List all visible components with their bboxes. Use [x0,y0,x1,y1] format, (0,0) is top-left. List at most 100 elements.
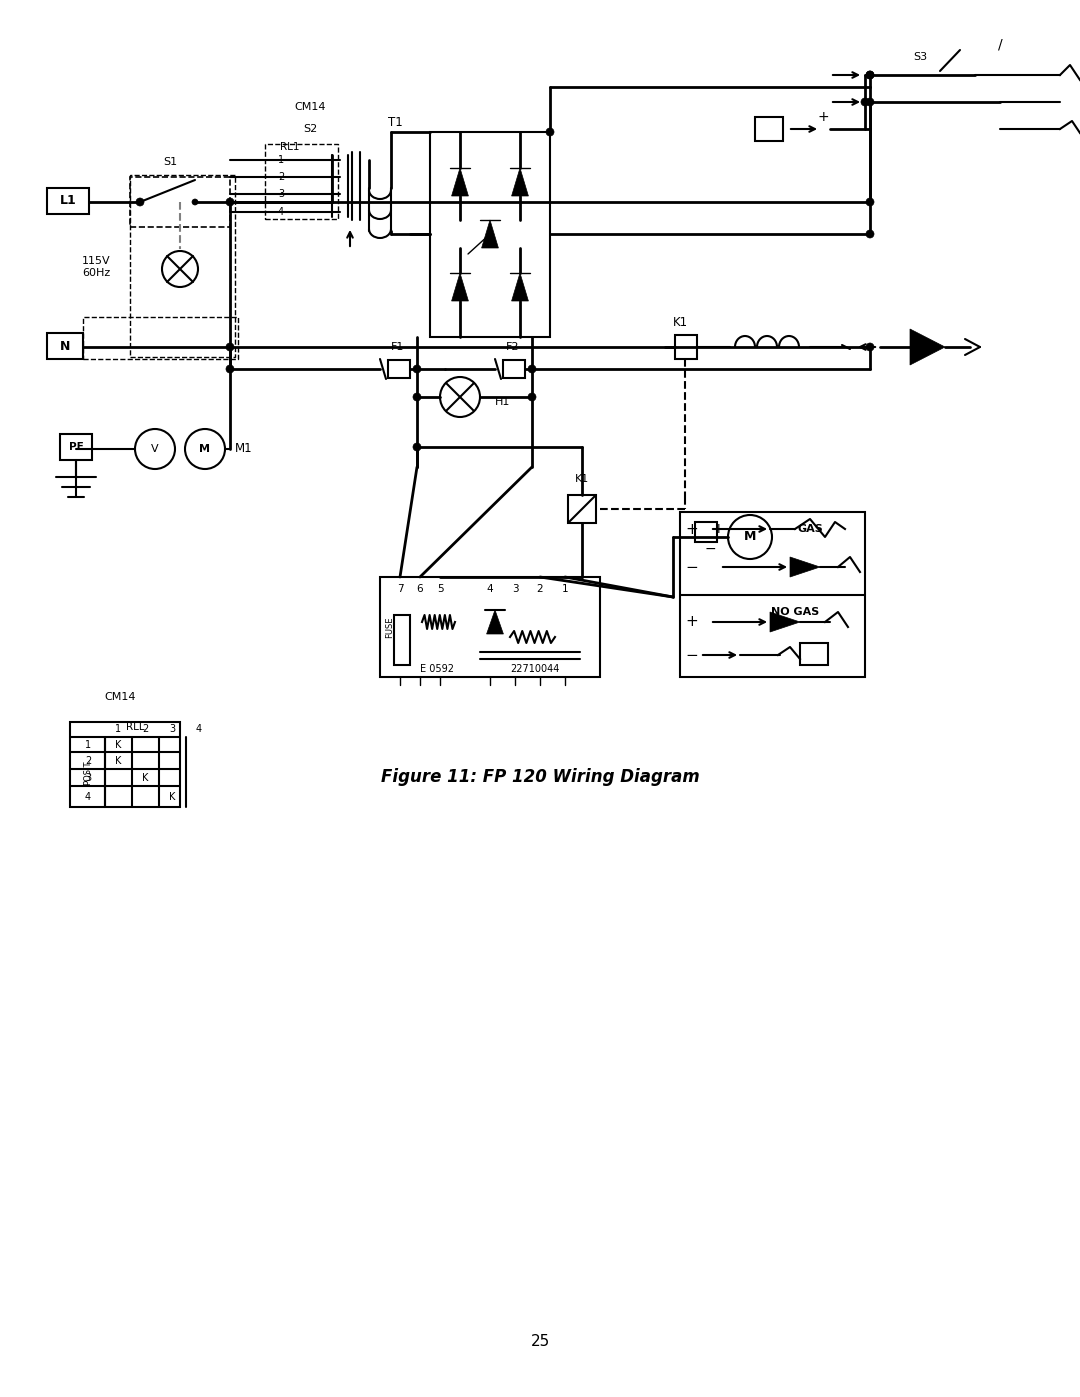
Polygon shape [451,168,469,196]
Bar [265,144,338,219]
Text: N: N [59,339,70,352]
Bar [675,335,697,359]
Bar [60,434,92,460]
Text: /: / [998,38,1002,52]
Bar [680,511,865,678]
Text: E 0592: E 0592 [420,664,454,673]
Text: 4: 4 [278,207,284,217]
Circle shape [528,365,536,373]
Bar [430,131,550,337]
Circle shape [528,393,536,401]
Circle shape [866,231,874,237]
Text: F1: F1 [391,342,405,352]
Text: 3: 3 [278,189,284,198]
Text: K: K [114,756,121,766]
Circle shape [866,198,874,205]
Text: 115V
60Hz: 115V 60Hz [82,256,110,278]
Polygon shape [512,272,528,300]
Circle shape [866,71,874,80]
Polygon shape [789,557,820,577]
Bar [568,495,596,522]
Bar [130,177,230,226]
Text: F2: F2 [507,342,519,352]
Polygon shape [910,330,945,365]
Text: CM14: CM14 [294,102,326,112]
Text: S1: S1 [163,156,177,168]
Text: 2: 2 [141,724,148,733]
Text: RLL: RLL [125,722,145,732]
Polygon shape [770,612,800,631]
Bar [800,643,828,665]
Text: 4: 4 [487,584,494,594]
Text: Figure 11: FP 120 Wiring Diagram: Figure 11: FP 120 Wiring Diagram [380,768,700,787]
Text: 1: 1 [278,155,284,165]
Text: 3: 3 [85,773,91,782]
Text: 22710044: 22710044 [510,664,559,673]
Text: K: K [114,740,121,750]
Bar [755,117,783,141]
Bar [48,189,89,214]
Polygon shape [487,610,503,634]
Text: L1: L1 [59,194,77,208]
Text: 3: 3 [512,584,518,594]
Bar [388,360,410,379]
Text: NO GAS: NO GAS [771,608,819,617]
Circle shape [136,198,144,205]
Text: M: M [744,531,756,543]
Polygon shape [451,272,469,300]
Text: FUSE: FUSE [386,616,394,638]
Text: 2: 2 [537,584,543,594]
Circle shape [226,198,234,205]
Text: GAS: GAS [797,524,823,534]
Text: M1: M1 [235,443,253,455]
Text: +: + [686,615,699,630]
Text: K1: K1 [673,316,688,328]
Text: +: + [712,522,724,536]
Text: 6: 6 [417,584,423,594]
Circle shape [413,365,421,373]
Text: +: + [686,521,699,536]
Text: −: − [704,542,716,556]
Text: RL1: RL1 [280,142,299,152]
Text: −: − [686,560,699,574]
Bar [394,615,410,665]
Text: K: K [168,792,175,802]
Text: CM14: CM14 [105,692,136,703]
Circle shape [546,129,554,136]
Text: S2: S2 [302,124,318,134]
Text: POSIT.: POSIT. [83,759,93,785]
Text: −: − [686,647,699,662]
Polygon shape [482,219,498,249]
Text: 7: 7 [396,584,403,594]
Circle shape [226,365,234,373]
Text: V: V [151,444,159,454]
Text: 2: 2 [85,756,91,766]
Text: PE: PE [69,441,83,453]
Text: T1: T1 [388,116,403,129]
Bar [503,360,525,379]
Bar [83,317,238,359]
Bar [130,175,235,358]
Text: H1: H1 [495,397,511,407]
Text: 25: 25 [530,1334,550,1350]
Circle shape [866,344,874,351]
Circle shape [866,98,874,106]
Text: 4: 4 [195,724,202,733]
Bar [696,522,717,542]
Text: 1: 1 [85,740,91,750]
Polygon shape [512,168,528,196]
Text: 5: 5 [436,584,443,594]
Circle shape [861,98,869,106]
Text: 4: 4 [85,792,91,802]
Text: +: + [818,110,828,124]
Circle shape [866,71,874,80]
Text: 1: 1 [562,584,568,594]
Bar [48,332,83,359]
Text: 3: 3 [168,724,175,733]
Text: 1: 1 [114,724,121,733]
Circle shape [226,344,234,351]
Text: S3: S3 [913,52,927,61]
Bar [380,577,600,678]
Text: 2: 2 [278,172,284,182]
Circle shape [413,393,421,401]
